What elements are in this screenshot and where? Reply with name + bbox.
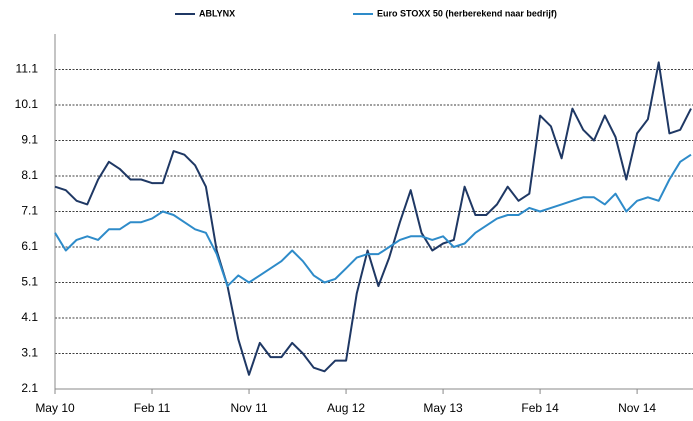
x-tick-label: Feb 11: [134, 401, 171, 415]
x-tick-label: May 10: [35, 401, 75, 415]
series-line: [54, 61, 692, 376]
y-tick-label: 6.1: [21, 239, 38, 253]
y-tick-label: 10.1: [15, 97, 39, 111]
x-tick-label: May 13: [423, 401, 463, 415]
y-tick-label: 4.1: [21, 310, 38, 324]
x-tick-label: Nov 11: [230, 401, 267, 415]
y-tick-label: 9.1: [21, 133, 38, 147]
y-tick-label: 5.1: [21, 275, 38, 289]
y-tick-label: 11.1: [16, 62, 39, 76]
legend-label: ABLYNX: [199, 8, 235, 18]
x-tick-label: Nov 14: [618, 401, 656, 415]
x-tick-label: Aug 12: [327, 401, 365, 415]
y-tick-label: 7.1: [21, 204, 38, 218]
x-tick-label: Feb 14: [521, 401, 559, 415]
y-tick-label: 3.1: [21, 346, 38, 360]
y-tick-label: 8.1: [21, 168, 38, 182]
legend-label: Euro STOXX 50 (herberekend naar bedrijf): [377, 8, 557, 18]
series-line: [54, 153, 692, 288]
y-tick-label: 2.1: [21, 381, 38, 395]
